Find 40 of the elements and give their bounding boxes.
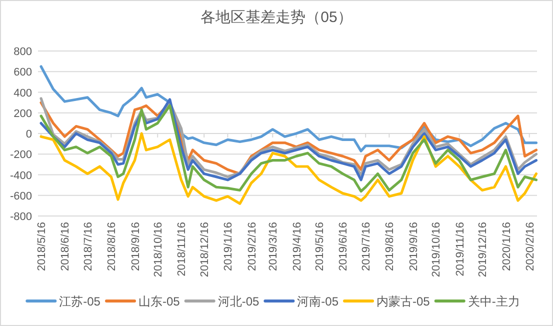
x-tick-label: 2019/2/16: [246, 222, 258, 271]
y-tick-label: -400: [10, 170, 32, 182]
x-tick-label: 2019/12/16: [477, 222, 490, 278]
x-tick-label: 2019/5/16: [314, 222, 326, 271]
legend-label: 河北-05: [218, 294, 260, 308]
legend-label: 河南-05: [297, 294, 339, 308]
line-series: [40, 104, 538, 193]
y-tick-label: 600: [14, 66, 32, 79]
x-tick-label: 2018/5/16: [36, 222, 48, 271]
x-tick-label: 2018/9/16: [130, 222, 142, 271]
y-tick-label: 200: [14, 108, 32, 120]
x-tick-label: 2019/1/16: [222, 222, 235, 271]
line-series: [40, 132, 538, 205]
chart-title: 各地区基差走势（05）: [200, 9, 352, 26]
legend-label: 江苏-05: [59, 294, 101, 308]
y-tick-label: -800: [10, 211, 32, 223]
x-tick-label: 2019/3/16: [268, 222, 280, 271]
y-tick-label: 400: [14, 87, 32, 100]
y-tick-label: 0: [26, 128, 32, 140]
x-tick-label: 2018/11/16: [176, 222, 188, 276]
x-tick-label: 2020/2/16: [524, 222, 536, 271]
x-tick-label: 2018/10/16: [152, 222, 165, 278]
x-tick-label: 2019/10/16: [430, 222, 443, 278]
x-tick-label: 2018/12/16: [199, 222, 212, 278]
y-tick-label: -200: [10, 149, 32, 162]
y-tick-label: 800: [14, 46, 32, 58]
legend-label: 山东-05: [138, 294, 180, 308]
legend-label: 内蒙古-05: [376, 294, 430, 308]
x-tick-label: 2019/8/16: [384, 222, 396, 271]
legend-label: 关中-主力: [468, 294, 520, 308]
y-tick-label: -600: [10, 190, 32, 202]
x-tick-label: 2018/6/16: [60, 222, 72, 271]
x-tick-label: 2019/9/16: [408, 222, 420, 271]
x-tick-label: 2019/7/16: [360, 222, 373, 271]
x-tick-label: 2019/6/16: [338, 222, 350, 271]
x-tick-label: 2020/1/16: [500, 222, 513, 271]
x-tick-label: 2018/8/16: [106, 222, 118, 271]
x-tick-label: 2018/7/16: [82, 222, 95, 271]
x-tick-label: 2019/4/16: [291, 222, 304, 271]
x-tick-label: 2019/11/16: [454, 222, 466, 276]
